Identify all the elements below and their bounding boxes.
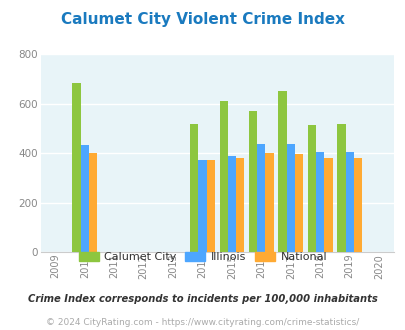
Bar: [81, 145, 89, 252]
Bar: [248, 111, 257, 252]
Bar: [286, 144, 294, 252]
Bar: [206, 160, 214, 252]
Bar: [294, 154, 303, 252]
Bar: [345, 152, 353, 252]
Text: Calumet City Violent Crime Index: Calumet City Violent Crime Index: [61, 12, 344, 26]
Bar: [235, 158, 244, 252]
Bar: [72, 83, 81, 252]
Bar: [219, 101, 227, 252]
Bar: [337, 124, 345, 252]
Bar: [353, 158, 361, 252]
Bar: [198, 160, 206, 252]
Bar: [227, 156, 235, 252]
Legend: Calumet City, Illinois, National: Calumet City, Illinois, National: [74, 248, 331, 267]
Bar: [307, 125, 315, 252]
Text: Crime Index corresponds to incidents per 100,000 inhabitants: Crime Index corresponds to incidents per…: [28, 294, 377, 304]
Bar: [89, 153, 97, 252]
Bar: [265, 153, 273, 252]
Text: © 2024 CityRating.com - https://www.cityrating.com/crime-statistics/: © 2024 CityRating.com - https://www.city…: [46, 318, 359, 327]
Bar: [190, 124, 198, 252]
Bar: [315, 152, 324, 252]
Bar: [257, 144, 265, 252]
Bar: [278, 90, 286, 252]
Bar: [324, 158, 332, 252]
